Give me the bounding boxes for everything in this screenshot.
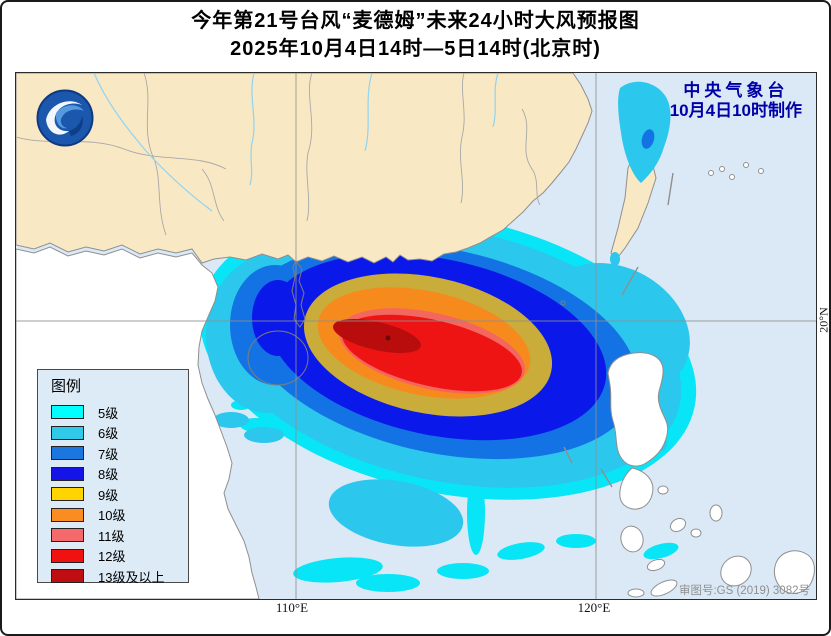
typhoon-center-marker xyxy=(385,335,391,341)
axis-label-20n: 20°N xyxy=(816,307,831,333)
graticule xyxy=(16,73,816,599)
legend-label: 7级 xyxy=(98,446,119,462)
legend-label: 8级 xyxy=(98,467,119,483)
agency-issue-time: 10月4日10时制作 xyxy=(669,101,802,120)
mainland-china xyxy=(16,73,593,264)
legend-swatch xyxy=(51,487,84,502)
legend-item: 6级 xyxy=(51,423,188,444)
title-line-2: 2025年10月4日14时—5日14时(北京时) xyxy=(230,38,601,60)
page-title: 今年第21号台风“麦德姆”未来24小时大风预报图 2025年10月4日14时—5… xyxy=(2,7,829,63)
agency-block: 中央气象台 10月4日10时制作 xyxy=(670,81,802,120)
leizhou-peninsula-outline xyxy=(291,260,306,328)
legend-label: 12级 xyxy=(98,549,126,565)
legend-label: 6级 xyxy=(98,426,119,442)
axis-label-110e: 110°E xyxy=(275,600,309,615)
philippines-islands xyxy=(607,162,815,598)
legend-item: 13级及以上 xyxy=(51,566,188,587)
legend-label: 10级 xyxy=(98,508,126,524)
wind-field xyxy=(199,210,697,592)
logo-swirl xyxy=(46,101,82,135)
taiwan-strait-wind-patch xyxy=(610,81,671,266)
legend-label: 13级及以上 xyxy=(98,569,165,585)
legend-swatch xyxy=(51,405,84,420)
legend-panel: 图例 5级 6级 7级 8级 9级 xyxy=(37,369,189,585)
legend-swatch xyxy=(51,466,84,481)
legend-item: 12级 xyxy=(51,546,188,567)
legend-swatch xyxy=(51,569,84,584)
legend-swatch xyxy=(51,528,84,543)
legend-swatch xyxy=(51,548,84,563)
hainan-island-outline xyxy=(247,330,309,386)
legend-item: 5级 xyxy=(51,402,188,423)
legend-item: 7级 xyxy=(51,443,188,464)
legend-label: 11级 xyxy=(98,528,125,544)
logo-circle xyxy=(36,89,94,147)
agency-name: 中央气象台 xyxy=(683,81,789,100)
legend-items: 5级 6级 7级 8级 9级 10级 1 xyxy=(51,402,188,587)
legend-item: 10级 xyxy=(51,505,188,526)
province-borders xyxy=(16,73,541,236)
map-canvas: 中央气象台 10月4日10时制作 图例 5级 6级 7级 8级 xyxy=(15,72,817,600)
legend-item: 9级 xyxy=(51,484,188,505)
legend-label: 5级 xyxy=(98,405,119,421)
axis-label-120e: 120°E xyxy=(577,600,611,615)
legend-item: 11级 xyxy=(51,525,188,546)
legend-swatch xyxy=(51,507,84,522)
legend-label: 9级 xyxy=(98,487,119,503)
cma-logo xyxy=(36,89,94,147)
legend-swatch xyxy=(51,425,84,440)
logo-tail xyxy=(69,116,83,136)
legend-title: 图例 xyxy=(51,378,82,395)
wind-level-13-region xyxy=(333,319,421,353)
dongsha-island-outline xyxy=(560,300,566,306)
boundary-dash-segments xyxy=(563,172,674,488)
legend-swatch xyxy=(51,446,84,461)
map-review-number: 审图号:GS (2019) 3082号 xyxy=(678,585,810,597)
legend-item: 8级 xyxy=(51,464,188,485)
wind-forecast-map xyxy=(16,73,816,599)
logo-swirl-accent xyxy=(55,105,84,129)
title-line-1: 今年第21号台风“麦德姆”未来24小时大风预报图 xyxy=(191,10,640,32)
